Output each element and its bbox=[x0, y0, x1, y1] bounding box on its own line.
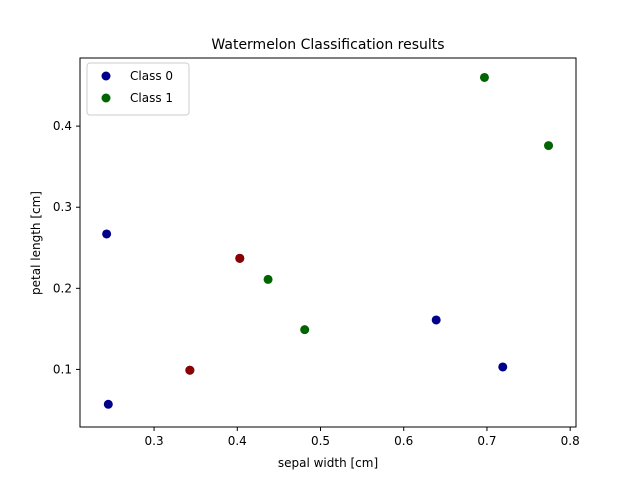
data-point-series-2 bbox=[185, 365, 195, 375]
legend-marker bbox=[101, 71, 111, 81]
data-points bbox=[102, 72, 554, 409]
y-tick-label: 0.2 bbox=[53, 281, 72, 295]
x-tick-label: 0.4 bbox=[228, 434, 247, 448]
data-point-series-0 bbox=[498, 362, 508, 372]
chart-title: Watermelon Classification results bbox=[211, 37, 444, 53]
legend-marker bbox=[101, 93, 111, 103]
axes-frame bbox=[79, 57, 577, 428]
x-tick-label: 0.3 bbox=[145, 434, 164, 448]
legend-frame bbox=[86, 62, 190, 116]
y-axis-label: petal length [cm] bbox=[29, 191, 43, 295]
axis-ticks: 0.3 0.4 0.5 0.6 0.7 0.8 0.1 0.2 0.3 0.4 bbox=[53, 119, 580, 448]
y-tick-label: 0.3 bbox=[53, 200, 72, 214]
x-tick-label: 0.8 bbox=[561, 434, 580, 448]
data-point-series-1 bbox=[479, 72, 489, 82]
data-point-series-0 bbox=[103, 399, 113, 409]
legend-label: Class 0 bbox=[130, 69, 173, 83]
legend-label: Class 1 bbox=[130, 91, 173, 105]
y-tick-label: 0.1 bbox=[53, 362, 72, 376]
x-tick-label: 0.7 bbox=[477, 434, 496, 448]
data-point-series-1 bbox=[300, 325, 310, 335]
data-point-series-2 bbox=[235, 253, 245, 263]
x-axis-label: sepal width [cm] bbox=[278, 456, 378, 470]
data-point-series-0 bbox=[431, 315, 441, 325]
data-point-series-1 bbox=[544, 141, 554, 151]
data-point-series-0 bbox=[102, 229, 112, 239]
data-point-series-1 bbox=[263, 274, 273, 284]
x-tick-label: 0.5 bbox=[311, 434, 330, 448]
legend: Class 0 Class 1 bbox=[86, 62, 190, 116]
x-tick-label: 0.6 bbox=[394, 434, 413, 448]
y-tick-label: 0.4 bbox=[53, 119, 72, 133]
